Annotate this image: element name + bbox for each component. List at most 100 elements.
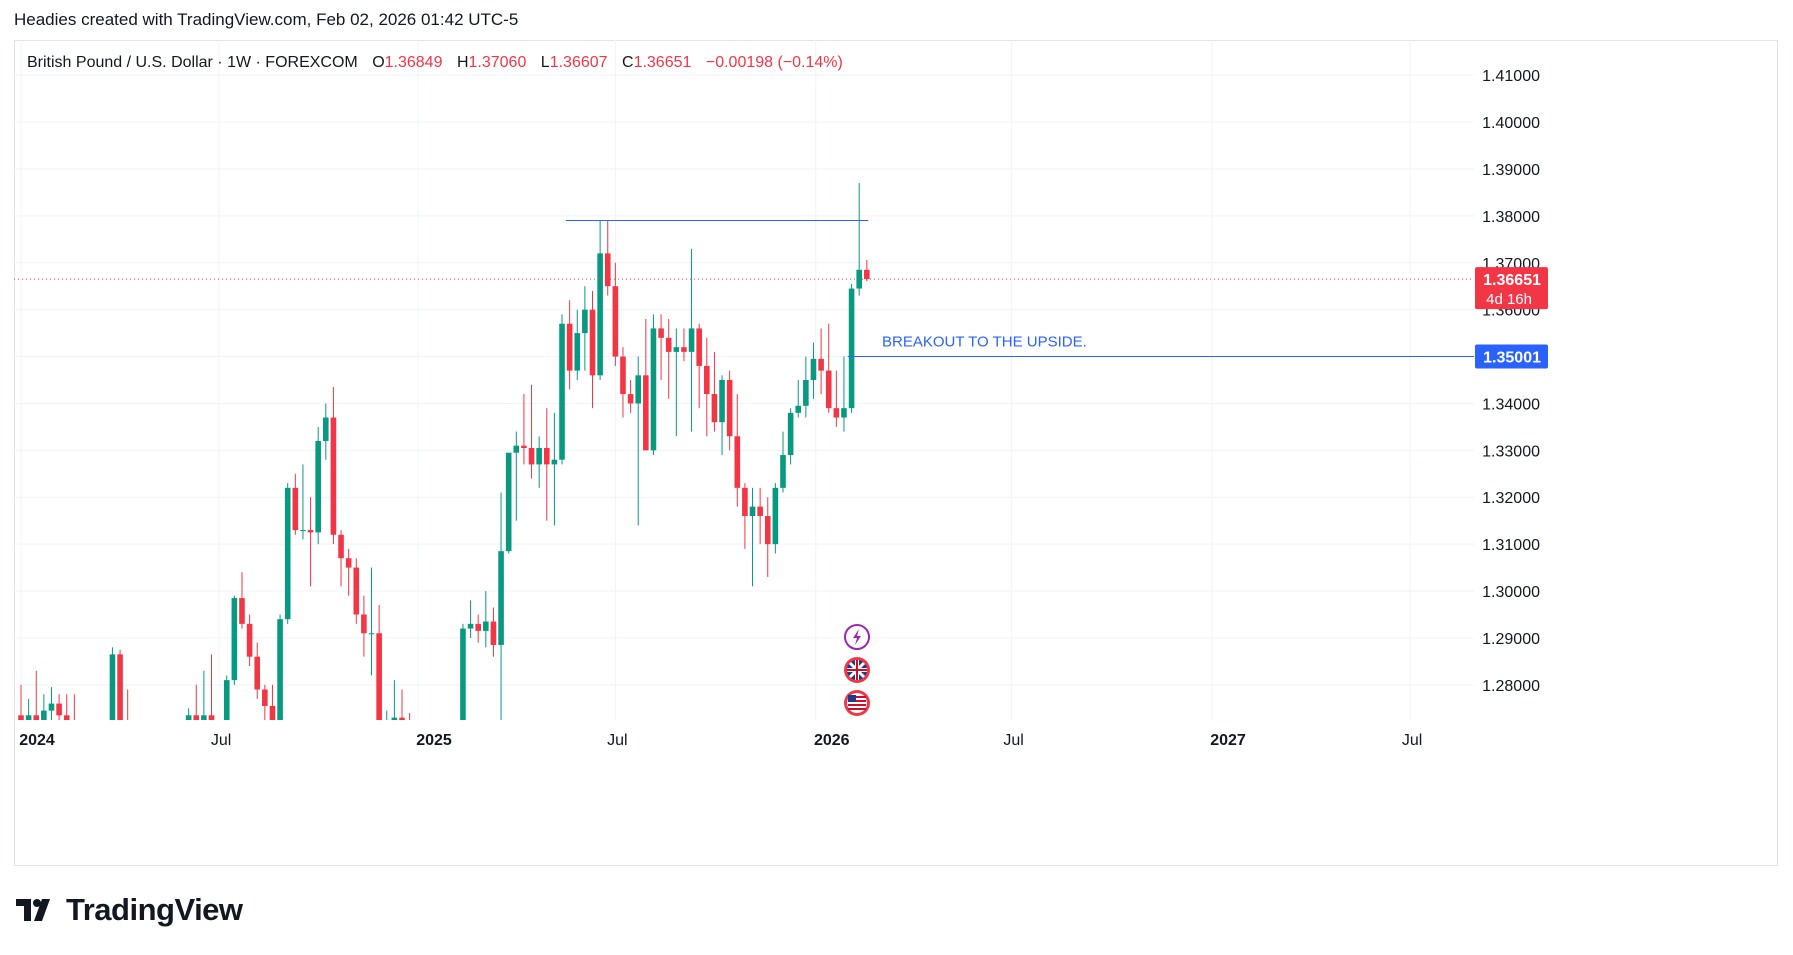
- tradingview-logo[interactable]: TradingView: [16, 892, 243, 928]
- last-price-tag: [1475, 267, 1548, 310]
- price-tick-label: 1.40000: [1482, 115, 1540, 132]
- candle-body: [559, 323, 565, 460]
- tradingview-logo-icon: [16, 899, 50, 921]
- price-tick-label: 1.39000: [1482, 162, 1540, 179]
- us-flag-stripe: [848, 708, 866, 710]
- candle-body: [681, 347, 687, 352]
- price-tick-label: 1.32000: [1482, 490, 1540, 507]
- candle-body: [711, 394, 718, 423]
- time-tick-label: Jul: [211, 732, 231, 749]
- candle-body: [726, 380, 733, 437]
- candle-body: [848, 288, 855, 409]
- price-tick-label: 1.33000: [1482, 443, 1540, 460]
- candle-body: [696, 328, 702, 366]
- candle-body: [643, 375, 649, 451]
- candle-body: [627, 394, 634, 404]
- candle-body: [18, 715, 24, 720]
- drawings: BREAKOUT TO THE UPSIDE.: [14, 220, 1474, 358]
- price-tick-label: 1.31000: [1482, 537, 1540, 554]
- event-markers: [844, 624, 870, 716]
- candle-body: [803, 380, 809, 406]
- candle-body: [574, 333, 581, 371]
- candle-body: [841, 408, 847, 418]
- price-tick-label: 1.38000: [1482, 209, 1540, 226]
- time-tick-label: Jul: [1003, 732, 1023, 749]
- candle-body: [117, 654, 123, 720]
- candle-body: [399, 717, 405, 720]
- candle-body: [864, 269, 870, 280]
- candle-body: [109, 654, 116, 720]
- candle-body: [825, 370, 832, 409]
- price-tick-label: 1.41000: [1482, 68, 1540, 85]
- candle-body: [589, 309, 596, 376]
- candle-body: [764, 516, 771, 545]
- candle-body: [604, 253, 611, 287]
- last-price-label: 1.36651: [1483, 272, 1541, 289]
- candle-body: [384, 722, 390, 724]
- candle-body: [345, 558, 352, 568]
- candle-body: [795, 405, 802, 413]
- high-label: H: [456, 54, 469, 71]
- candle-body: [185, 715, 192, 720]
- bar-countdown: 4d 16h: [1486, 291, 1532, 308]
- candle-body: [277, 619, 283, 720]
- time-tick-label: Jul: [607, 732, 627, 749]
- candle-body: [772, 487, 779, 545]
- candle-body: [467, 623, 474, 629]
- candle-body: [635, 375, 642, 404]
- price-tick-label: 1.28000: [1482, 678, 1540, 695]
- candle-body: [56, 703, 62, 716]
- candle-body: [361, 614, 367, 634]
- time-tick-label: 2025: [416, 732, 452, 749]
- candle-body: [673, 347, 680, 352]
- high-value: 1.37060: [468, 54, 527, 71]
- candle-body: [407, 720, 413, 725]
- candle-body: [536, 448, 542, 465]
- chart-frame: [14, 40, 1778, 866]
- candle-body: [239, 598, 245, 624]
- candle-body: [597, 253, 603, 376]
- candle-body: [460, 628, 466, 720]
- candle-body: [269, 705, 276, 720]
- candle-body: [528, 448, 535, 465]
- low-label: L: [540, 54, 550, 71]
- candle-body: [376, 633, 382, 720]
- price-tick-label: 1.29000: [1482, 631, 1540, 648]
- candle-body: [201, 715, 207, 720]
- candle-body: [72, 722, 78, 727]
- candle-body: [513, 445, 520, 453]
- candle-body: [658, 328, 664, 338]
- candle-body: [25, 715, 32, 720]
- candle-body: [566, 323, 573, 371]
- breakout-price-label: 1.35001: [1483, 350, 1541, 367]
- chart-credit: Headies created with TradingView.com, Fe…: [14, 10, 519, 29]
- price-tick-label: 1.34000: [1482, 396, 1540, 413]
- time-tick-label: Jul: [1402, 732, 1422, 749]
- breakout-annotation: BREAKOUT TO THE UPSIDE.: [882, 334, 1087, 351]
- price-axis[interactable]: 1.28000 1.29000 1.30000 1.31000 1.32000 1.330…: [1475, 68, 1548, 695]
- change-value: −0.00198 (−0.14%): [705, 54, 843, 71]
- candle-body: [787, 412, 794, 456]
- time-tick-label: 2024: [19, 732, 55, 749]
- candle-body: [246, 623, 253, 657]
- open-value: 1.36849: [384, 54, 443, 71]
- symbol-title[interactable]: British Pound / U.S. Dollar · 1W · FOREX…: [27, 54, 358, 71]
- low-value: 1.36607: [549, 54, 608, 71]
- time-axis[interactable]: 2024 Jul 2025 Jul 2026 Jul 2027 Jul: [19, 732, 1422, 749]
- tradingview-logo-text: TradingView: [66, 892, 243, 927]
- candle-body: [505, 452, 512, 552]
- us-flag-icon: [844, 690, 870, 716]
- time-tick-label: 2026: [814, 732, 850, 749]
- lightning-glyph: [853, 629, 861, 645]
- candle-body: [719, 380, 725, 423]
- candle-body: [262, 689, 268, 706]
- candle-body: [818, 358, 824, 371]
- candle-body: [323, 417, 329, 441]
- candle-body: [742, 487, 748, 516]
- grid-lines: [14, 40, 1474, 720]
- us-flag-stripe: [848, 700, 866, 702]
- candle-body: [521, 445, 527, 448]
- close-value: 1.36651: [633, 54, 692, 71]
- us-flag-canton: [848, 695, 856, 702]
